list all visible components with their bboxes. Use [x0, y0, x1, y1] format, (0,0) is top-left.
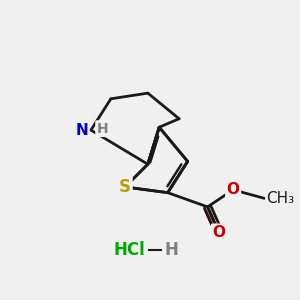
Text: H: H [165, 241, 179, 259]
Text: H: H [97, 122, 108, 136]
Text: CH₃: CH₃ [266, 191, 294, 206]
Text: S: S [119, 178, 131, 196]
Text: O: O [212, 225, 225, 240]
Text: O: O [226, 182, 240, 197]
Text: HCl: HCl [113, 241, 145, 259]
Text: N: N [75, 123, 88, 138]
